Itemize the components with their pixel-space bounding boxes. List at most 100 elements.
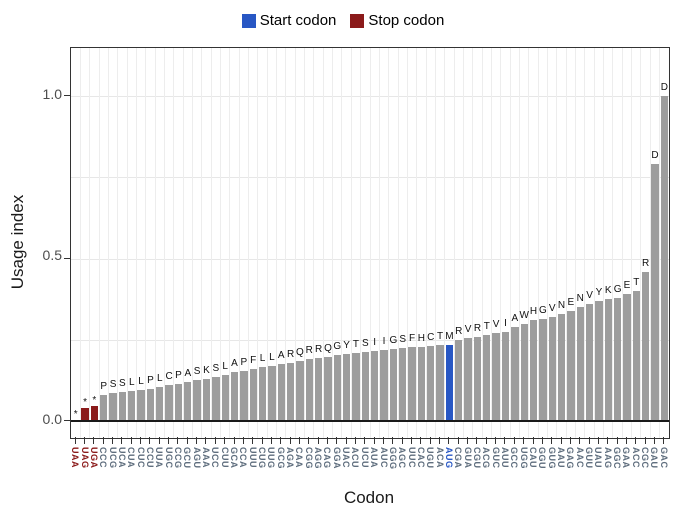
amino-acid-label-CCA: P [240,356,248,368]
x-tick-label-AGU: AGU [191,447,202,469]
v-gridline [369,48,371,438]
x-tick-label-AAU: AAU [556,447,567,468]
x-tick-mark [186,437,188,444]
x-tick-label-GGG: GGG [387,447,398,470]
x-tick-mark [158,437,160,444]
bar-UAC [342,354,351,421]
x-tick-mark [112,437,114,444]
bar-AAA [202,378,211,421]
x-tick-mark [308,437,310,444]
x-tick-mark [635,437,637,444]
v-gridline [649,48,651,438]
x-tick-mark [597,437,599,444]
x-tick-label-UGA: UGA [88,447,99,469]
amino-acid-label-CUC: L [138,376,144,388]
x-tick-label-CAG: CAG [322,447,333,469]
amino-acid-label-CUA: L [128,377,135,389]
v-gridline [519,48,520,438]
x-tick-label-GAC: GAC [658,447,669,469]
x-tick-mark [532,437,534,444]
bar-CCA [240,370,248,421]
amino-acid-label-GAA: E [623,280,631,292]
x-tick-mark [214,437,216,444]
amino-acid-label-AUC: I [382,335,386,347]
bar-AAU [557,313,566,421]
amino-acid-label-CCU: P [147,374,154,386]
x-tick-label-GCG: GCG [275,447,286,470]
x-tick-mark [233,437,235,444]
bar-UGC [165,385,173,421]
x-tick-label-AGA: AGA [285,447,296,469]
x-tick-label-AUG: AUG [443,447,454,469]
v-gridline [509,48,511,438]
amino-acid-label-GGG: G [389,334,398,346]
y-tick-mark [64,420,70,421]
amino-acid-label-CAA: Q [296,346,304,358]
x-tick-label-CCA: CCA [238,447,249,468]
x-tick-mark [625,437,627,444]
bar-ACG [483,334,491,421]
amino-acid-label-AGG: R [314,343,323,355]
x-tick-mark [270,437,272,444]
x-tick-label-CUA: CUA [126,447,137,468]
legend-item-stop-codon: Stop codon [350,12,444,29]
x-tick-mark [298,437,300,444]
x-tick-mark [560,437,562,444]
amino-acid-label-UAA: * [73,409,78,420]
bar-GUG [548,317,556,421]
x-tick-label-GUC: GUC [490,447,501,469]
x-tick-label-GGU: GGU [537,447,548,470]
x-tick-label-GAG: GAG [565,447,576,470]
v-gridline [397,48,399,438]
x-tick-label-GCA: GCA [229,447,240,469]
bar-UCA [118,391,127,421]
x-tick-label-GGC: GGC [612,447,623,470]
v-gridline [631,48,633,438]
chart-legend: Start codon Stop codon [0,12,686,29]
x-tick-mark [84,437,86,444]
bar-CCG [174,383,183,421]
amino-acid-label-AAA: K [203,364,210,376]
bar-AUC [380,349,388,421]
v-gridline [163,48,165,438]
x-tick-label-CCG: CCG [172,447,183,469]
v-gridline [537,48,539,438]
x-tick-mark [448,437,450,444]
x-tick-label-GUG: GUG [546,447,557,470]
v-gridline [360,48,362,438]
x-tick-label-CCC: CCC [98,447,109,468]
amino-acid-label-AAU: N [557,299,566,311]
x-tick-mark [354,437,356,444]
amino-acid-label-GGU: G [538,304,547,316]
x-axis-title: Codon [343,488,395,507]
bar-AUA [371,350,379,421]
y-axis-title: Usage index [8,194,27,290]
bar-GUU [585,304,594,421]
v-gridline [490,48,492,438]
v-gridline [565,48,567,438]
bar-AAG [604,299,612,421]
x-tick-mark [326,437,328,444]
amino-acid-label-ACC: T [633,277,640,288]
v-gridline [472,48,474,438]
bar-UUU [249,369,257,421]
x-tick-mark [93,437,95,444]
x-tick-mark [383,437,385,444]
amino-acid-label-GCC: A [511,312,519,324]
x-tick-mark [392,437,394,444]
bar-CAG [324,356,332,421]
x-tick-label-UAA: UAA [70,447,81,468]
x-tick-label-AUC: AUC [378,447,389,468]
x-tick-label-UAC: UAC [341,447,352,468]
amino-acid-label-UUC: F [408,333,416,345]
x-tick-mark [252,437,254,444]
v-gridline [556,48,558,438]
x-tick-mark [663,437,665,444]
x-tick-mark [411,437,413,444]
amino-acid-label-UCG: S [109,379,117,391]
v-gridline [584,48,586,438]
x-tick-mark [513,437,515,444]
bar-CGU [473,336,482,421]
bar-UCC [212,377,220,421]
v-gridline [201,48,203,438]
